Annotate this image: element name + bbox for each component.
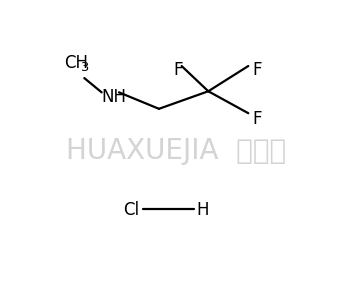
Text: H: H: [196, 201, 209, 219]
Text: CH: CH: [64, 54, 88, 72]
Text: F: F: [252, 110, 262, 128]
Text: F: F: [252, 60, 262, 79]
Text: Cl: Cl: [123, 201, 139, 219]
Text: NH: NH: [102, 88, 127, 106]
Text: 3: 3: [80, 61, 88, 74]
Text: F: F: [173, 60, 182, 79]
Text: HUAXUEJIA  化学加: HUAXUEJIA 化学加: [66, 137, 286, 164]
